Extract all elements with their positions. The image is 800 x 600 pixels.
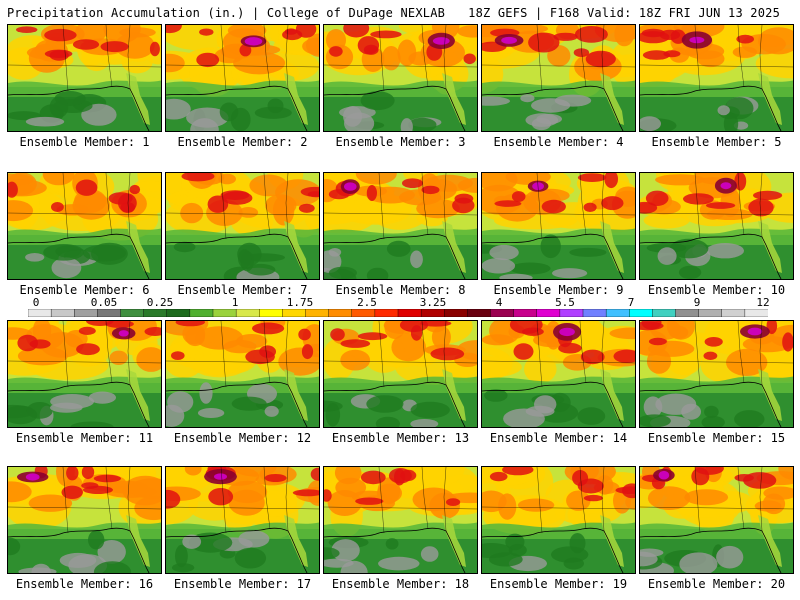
colorbar-swatch bbox=[721, 309, 746, 317]
ensemble-map-19 bbox=[481, 466, 636, 574]
ensemble-map-17 bbox=[165, 466, 320, 574]
colorbar-swatch bbox=[120, 309, 145, 317]
colorbar-swatch bbox=[328, 309, 353, 317]
colorbar-swatch bbox=[582, 309, 607, 317]
colorbar-swatch bbox=[467, 309, 492, 317]
colorbar-tick-label: 1.75 bbox=[286, 296, 314, 309]
run-info: 18Z GEFS | F168 Valid: 18Z FRI JUN 13 20… bbox=[468, 6, 780, 20]
ensemble-member-label: Ensemble Member: 16 bbox=[15, 577, 154, 591]
colorbar-swatch bbox=[605, 309, 630, 317]
ensemble-member-label: Ensemble Member: 14 bbox=[489, 431, 628, 445]
ensemble-map-11 bbox=[7, 320, 162, 428]
colorbar-swatch bbox=[189, 309, 214, 317]
ensemble-map-4 bbox=[481, 24, 636, 132]
colorbar-swatch bbox=[536, 309, 561, 317]
ensemble-member-label: Ensemble Member: 2 bbox=[177, 135, 308, 149]
colorbar-tick-label: 3.25 bbox=[419, 296, 447, 309]
ensemble-map-6 bbox=[7, 172, 162, 280]
colorbar-tick-label: 2.5 bbox=[357, 296, 377, 309]
ensemble-member-label: Ensemble Member: 10 bbox=[647, 283, 786, 297]
ensemble-map-12 bbox=[165, 320, 320, 428]
colorbar-swatch bbox=[305, 309, 330, 317]
colorbar-tick-label: 12 bbox=[756, 296, 770, 309]
ensemble-map-18 bbox=[323, 466, 478, 574]
ensemble-member-label: Ensemble Member: 15 bbox=[647, 431, 786, 445]
ensemble-map-7 bbox=[165, 172, 320, 280]
colorbar-swatch bbox=[166, 309, 191, 317]
ensemble-map-16 bbox=[7, 466, 162, 574]
colorbar-swatch bbox=[74, 309, 98, 317]
colorbar-swatch bbox=[629, 309, 653, 317]
colorbar-swatch bbox=[652, 309, 677, 317]
colorbar-swatch bbox=[490, 309, 515, 317]
colorbar-swatch bbox=[28, 309, 52, 317]
colorbar-tick-label: 0.25 bbox=[146, 296, 174, 309]
colorbar-tick-label: 0.05 bbox=[90, 296, 118, 309]
colorbar-swatch bbox=[420, 309, 445, 317]
ensemble-map-13 bbox=[323, 320, 478, 428]
ensemble-map-14 bbox=[481, 320, 636, 428]
colorbar-swatch bbox=[235, 309, 260, 317]
ensemble-member-label: Ensemble Member: 1 bbox=[19, 135, 150, 149]
ensemble-member-label: Ensemble Member: 5 bbox=[651, 135, 782, 149]
ensemble-member-label: Ensemble Member: 9 bbox=[493, 283, 624, 297]
colorbar-swatch bbox=[559, 309, 584, 317]
colorbar-swatch bbox=[97, 309, 122, 317]
ensemble-map-5 bbox=[639, 24, 794, 132]
chart-title: Precipitation Accumulation (in.) | Colle… bbox=[7, 6, 446, 20]
colorbar-swatch bbox=[744, 309, 768, 317]
colorbar-swatch bbox=[374, 309, 399, 317]
colorbar-tick-label: 1 bbox=[231, 296, 239, 309]
colorbar-tick-label: 5.5 bbox=[555, 296, 575, 309]
colorbar-swatch bbox=[212, 309, 237, 317]
ensemble-map-2 bbox=[165, 24, 320, 132]
ensemble-member-label: Ensemble Member: 13 bbox=[331, 431, 470, 445]
ensemble-member-label: Ensemble Member: 12 bbox=[173, 431, 312, 445]
colorbar-swatch bbox=[351, 309, 376, 317]
ensemble-member-label: Ensemble Member: 11 bbox=[15, 431, 154, 445]
ensemble-map-1 bbox=[7, 24, 162, 132]
ensemble-member-label: Ensemble Member: 3 bbox=[335, 135, 466, 149]
colorbar-swatch bbox=[513, 309, 538, 317]
colorbar-swatch bbox=[397, 309, 422, 317]
colorbar-tick-label: 4 bbox=[495, 296, 503, 309]
colorbar-swatch bbox=[50, 309, 75, 317]
ensemble-map-15 bbox=[639, 320, 794, 428]
colorbar-tick-label: 9 bbox=[693, 296, 701, 309]
precip-colorbar bbox=[28, 309, 768, 317]
colorbar-tick-label: 7 bbox=[627, 296, 635, 309]
colorbar-swatch bbox=[282, 309, 307, 317]
ensemble-map-3 bbox=[323, 24, 478, 132]
ensemble-member-label: Ensemble Member: 18 bbox=[331, 577, 470, 591]
colorbar-swatch bbox=[259, 309, 283, 317]
ensemble-member-label: Ensemble Member: 6 bbox=[19, 283, 150, 297]
ensemble-map-8 bbox=[323, 172, 478, 280]
ensemble-member-label: Ensemble Member: 20 bbox=[647, 577, 786, 591]
ensemble-member-label: Ensemble Member: 7 bbox=[177, 283, 308, 297]
ensemble-map-10 bbox=[639, 172, 794, 280]
ensemble-member-label: Ensemble Member: 8 bbox=[335, 283, 466, 297]
colorbar-swatch bbox=[444, 309, 468, 317]
ensemble-member-label: Ensemble Member: 4 bbox=[493, 135, 624, 149]
colorbar-swatch bbox=[675, 309, 700, 317]
colorbar-tick-label: 0 bbox=[32, 296, 40, 309]
colorbar-swatch bbox=[698, 309, 723, 317]
colorbar-swatch bbox=[143, 309, 168, 317]
ensemble-map-9 bbox=[481, 172, 636, 280]
ensemble-member-label: Ensemble Member: 17 bbox=[173, 577, 312, 591]
ensemble-map-20 bbox=[639, 466, 794, 574]
ensemble-member-label: Ensemble Member: 19 bbox=[489, 577, 628, 591]
